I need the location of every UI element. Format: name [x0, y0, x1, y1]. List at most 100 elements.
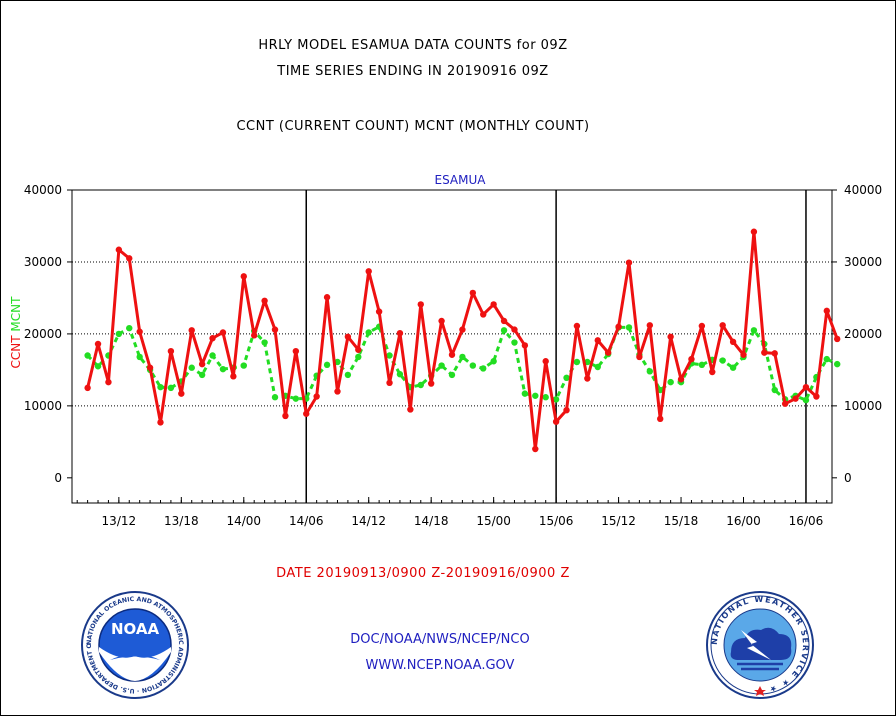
website-link[interactable]: WWW.NCEP.NOAA.GOV [365, 658, 515, 673]
data-point-mcnt [625, 324, 633, 331]
y-tick-label-left: 0 [54, 471, 62, 485]
data-point-ccnt [167, 347, 175, 355]
date-range-label: DATE 20190913/0900 Z-20190916/0900 Z [276, 566, 570, 581]
chart-subtitle: CCNT (CURRENT COUNT) MCNT (MONTHLY COUNT… [236, 119, 590, 134]
data-point-ccnt [136, 328, 143, 335]
data-point-mcnt [94, 363, 102, 370]
data-point-mcnt [365, 329, 372, 336]
data-point-ccnt [584, 375, 591, 382]
y-tick-label-left: 20000 [24, 327, 62, 341]
y-tick-label-right: 20000 [844, 327, 882, 341]
x-tick-label: 15/12 [601, 514, 636, 528]
data-point-ccnt [334, 388, 341, 395]
data-point-ccnt [573, 322, 581, 330]
data-point-ccnt [313, 393, 320, 400]
series-line-ccnt [86, 230, 839, 451]
data-point-mcnt [271, 394, 279, 401]
data-point-ccnt [480, 311, 487, 318]
data-point-ccnt [178, 390, 185, 397]
org-path-label: DOC/NOAA/NWS/NCEP/NCO [350, 632, 530, 647]
y-axis-label-ccnt: CCNT [9, 332, 23, 369]
data-point-ccnt [105, 378, 112, 386]
data-point-ccnt [667, 333, 674, 340]
data-point-ccnt [355, 346, 362, 353]
x-tick-label: 15/00 [476, 514, 511, 528]
data-point-ccnt [563, 406, 570, 414]
data-point-ccnt [709, 368, 716, 376]
data-point-mcnt [594, 363, 601, 371]
data-point-ccnt [459, 326, 466, 333]
data-point-ccnt [823, 307, 830, 315]
x-tick-label: 15/06 [539, 514, 574, 528]
data-point-ccnt [84, 384, 91, 392]
data-point-ccnt [344, 333, 352, 340]
data-point-ccnt [500, 317, 508, 325]
x-tick-label: 14/12 [351, 514, 386, 528]
x-tick-label: 16/06 [789, 514, 824, 528]
data-point-ccnt [615, 323, 622, 330]
data-point-mcnt [729, 364, 737, 371]
data-point-ccnt [542, 358, 549, 365]
data-point-mcnt [198, 371, 206, 379]
data-point-ccnt [427, 380, 435, 387]
data-point-ccnt [240, 273, 247, 280]
data-point-ccnt [636, 353, 643, 361]
y-tick-label-right: 40000 [844, 183, 882, 197]
y-tick-label-left: 40000 [24, 183, 62, 197]
data-point-ccnt [271, 326, 279, 333]
data-point-ccnt [688, 355, 695, 363]
data-point-ccnt [146, 364, 154, 371]
data-point-ccnt [813, 393, 820, 400]
data-point-mcnt [667, 378, 674, 386]
data-point-mcnt [521, 390, 529, 397]
data-point-ccnt [740, 351, 747, 358]
data-point-mcnt [157, 383, 164, 391]
y-tick-label-right: 10000 [844, 399, 882, 413]
data-point-ccnt [365, 268, 372, 275]
x-tick-label: 14/18 [414, 514, 449, 528]
data-point-ccnt [188, 327, 195, 334]
data-point-ccnt [230, 373, 237, 380]
data-point-ccnt [511, 326, 518, 333]
chart-title: HRLY MODEL ESAMUA DATA COUNTS for 09Z [258, 38, 568, 53]
plot-title: ESAMUA [435, 173, 487, 187]
data-point-mcnt [261, 339, 268, 346]
data-point-mcnt [532, 392, 539, 399]
data-point-mcnt [344, 371, 352, 379]
x-tick-label: 14/00 [226, 514, 261, 528]
data-point-ccnt [521, 342, 529, 349]
data-point-mcnt [771, 386, 778, 394]
x-tick-label: 15/18 [664, 514, 699, 528]
data-point-ccnt [802, 383, 810, 391]
data-point-ccnt [532, 445, 539, 453]
data-point-ccnt [604, 349, 612, 356]
data-point-mcnt [823, 355, 830, 363]
data-point-mcnt [115, 330, 123, 338]
data-point-ccnt [157, 419, 164, 426]
data-point-mcnt [480, 365, 487, 372]
x-tick-label: 13/12 [102, 514, 137, 528]
data-point-ccnt [282, 412, 289, 420]
data-point-mcnt [552, 396, 560, 403]
data-point-mcnt [802, 396, 810, 404]
data-point-ccnt [646, 322, 654, 329]
chart-title-line2: TIME SERIES ENDING IN 20190916 09Z [277, 64, 549, 79]
data-point-ccnt [677, 376, 685, 383]
data-point-mcnt [240, 362, 247, 369]
data-point-ccnt [303, 410, 310, 417]
data-point-ccnt [657, 415, 664, 423]
y-tick-label-left: 30000 [24, 255, 62, 269]
data-point-ccnt [198, 360, 206, 368]
data-point-mcnt [167, 384, 175, 392]
data-point-ccnt [126, 255, 133, 262]
data-point-ccnt [261, 297, 268, 305]
data-point-mcnt [500, 327, 508, 334]
data-point-mcnt [84, 352, 91, 359]
data-point-ccnt [761, 349, 768, 356]
data-point-ccnt [781, 400, 789, 407]
data-point-mcnt [573, 358, 581, 366]
data-point-ccnt [209, 335, 216, 342]
data-point-ccnt [417, 301, 424, 308]
data-point-mcnt [188, 364, 195, 371]
data-point-mcnt [719, 357, 726, 364]
